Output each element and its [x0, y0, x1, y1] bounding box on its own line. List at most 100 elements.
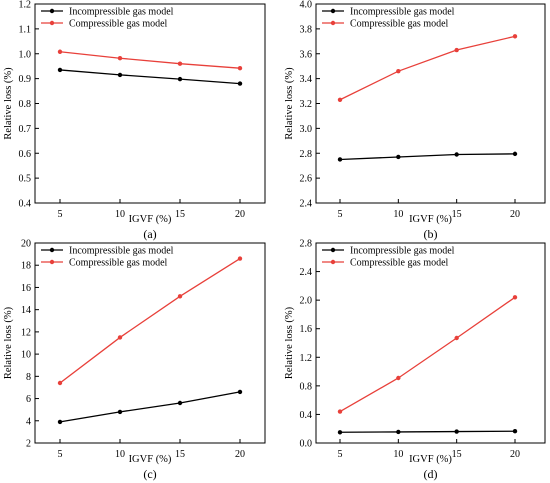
data-point: [454, 335, 459, 341]
legend-label: Compressible gas model: [69, 258, 168, 269]
data-point: [337, 409, 343, 414]
data-point: [57, 380, 63, 386]
data-point: [117, 72, 123, 78]
legend-label: Incompressible gas model: [350, 7, 455, 18]
y-tick-label: 2.0: [300, 296, 313, 307]
x-axis-label: IGVF (%): [409, 214, 452, 225]
panel-caption: (c): [143, 467, 156, 481]
panel-3: 2 4 6 8 10 12 14 16 18 20 5 10 15 20 IGVF (%) Relative …: [3, 239, 266, 481]
data-point: [454, 47, 459, 53]
legend-label: Incompressible gas model: [69, 7, 174, 18]
y-tick-label: 0.4: [19, 199, 32, 210]
plot-frame: [315, 3, 546, 204]
y-tick-label: 2.4: [300, 267, 313, 278]
data-point: [512, 429, 518, 434]
data-point: [396, 68, 401, 74]
x-tick-label: 20: [235, 449, 245, 460]
data-point: [177, 294, 183, 299]
series-line-1: [59, 69, 241, 85]
y-tick-label: 0.6: [19, 149, 32, 160]
legend-label: Incompressible gas model: [350, 246, 455, 257]
y-tick-label: 0.8: [19, 99, 32, 110]
data-point: [57, 67, 63, 73]
y-tick-label: 18: [21, 261, 31, 272]
data-point: [512, 34, 518, 39]
x-tick-label: 10: [393, 449, 403, 460]
y-tick-label: 4: [26, 416, 31, 427]
y-tick-label: 3.0: [300, 124, 313, 135]
y-tick-label: 0.0: [300, 439, 313, 450]
x-axis-label: IGVF (%): [409, 454, 452, 465]
panel-caption: (b): [424, 227, 438, 241]
x-tick-label: 5: [58, 449, 63, 460]
legend-swatch-marker: [330, 20, 336, 26]
data-point: [396, 429, 401, 435]
legend-swatch-marker: [330, 8, 336, 14]
legend-label: Incompressible gas model: [69, 246, 174, 257]
y-tick-label: 1.2: [300, 353, 313, 364]
x-tick-label: 10: [115, 209, 125, 220]
data-point: [337, 430, 343, 435]
y-tick-label: 1.2: [19, 0, 32, 11]
series-line-1: [339, 430, 516, 433]
y-tick-label: 3.4: [300, 74, 313, 85]
series-line-1: [59, 391, 241, 423]
y-tick-label: 2.8: [300, 239, 313, 250]
data-point: [512, 151, 518, 157]
y-tick-label: 8: [26, 372, 31, 383]
x-tick-label: 20: [235, 209, 245, 220]
data-point: [512, 295, 518, 300]
x-tick-label: 5: [338, 209, 343, 220]
x-tick-label: 15: [175, 209, 185, 220]
x-tick-label: 20: [510, 449, 520, 460]
panel-4: 0.0 0.4 0.8 1.2 1.6 2.0 2.4 2.8 5 10 15 20 IGVF (%) R…: [284, 239, 546, 481]
data-point: [117, 335, 123, 340]
data-point: [396, 375, 401, 381]
y-tick-label: 0.9: [19, 74, 32, 85]
legend-label: Compressible gas model: [350, 258, 449, 269]
x-tick-label: 10: [393, 209, 403, 220]
y-tick-label: 14: [21, 305, 31, 316]
y-tick-label: 1.1: [19, 24, 32, 35]
y-tick-label: 0.8: [300, 381, 313, 392]
y-tick-label: 2.8: [300, 149, 313, 160]
y-tick-label: 2.4: [300, 199, 313, 210]
plot-frame: [34, 3, 266, 204]
y-tick-label: 0.4: [300, 410, 313, 421]
data-point: [454, 429, 459, 434]
y-tick-label: 2.6: [300, 174, 313, 185]
y-tick-label: 3.2: [300, 99, 313, 110]
x-tick-label: 15: [452, 449, 462, 460]
data-point: [57, 49, 63, 54]
x-axis-label: IGVF (%): [129, 454, 172, 465]
series-line-2: [339, 296, 516, 413]
x-tick-label: 15: [175, 449, 185, 460]
y-axis-label: Relative loss (%): [3, 306, 14, 379]
y-axis-label: Relative loss (%): [3, 67, 14, 140]
y-tick-label: 2: [26, 439, 31, 450]
y-tick-label: 6: [26, 394, 31, 405]
x-tick-label: 5: [338, 449, 343, 460]
y-tick-label: 0.5: [19, 174, 32, 185]
legend-label: Compressible gas model: [350, 19, 449, 30]
series-line-2: [59, 51, 241, 69]
y-tick-label: 1.0: [19, 49, 32, 60]
y-tick-label: 16: [21, 283, 31, 294]
y-tick-label: 10: [21, 350, 31, 361]
legend-swatch-marker: [49, 259, 55, 265]
data-point: [337, 97, 343, 102]
panel-2: 2.4 2.6 2.8 3.0 3.2 3.4 3.6 3.8 4.0 5 10 15 20 IGVF (…: [284, 0, 546, 241]
data-point: [237, 81, 243, 86]
x-tick-label: 10: [115, 449, 125, 460]
data-point: [57, 419, 63, 425]
legend-swatch-marker: [49, 8, 55, 14]
data-point: [117, 56, 123, 61]
y-tick-label: 0.7: [19, 124, 32, 135]
series-line-2: [339, 35, 516, 101]
legend-swatch-marker: [49, 247, 55, 253]
data-point: [177, 61, 183, 66]
data-point: [454, 152, 459, 157]
y-axis-label: Relative loss (%): [284, 67, 295, 140]
y-axis-label: Relative loss (%): [284, 306, 295, 379]
data-point: [237, 389, 243, 395]
